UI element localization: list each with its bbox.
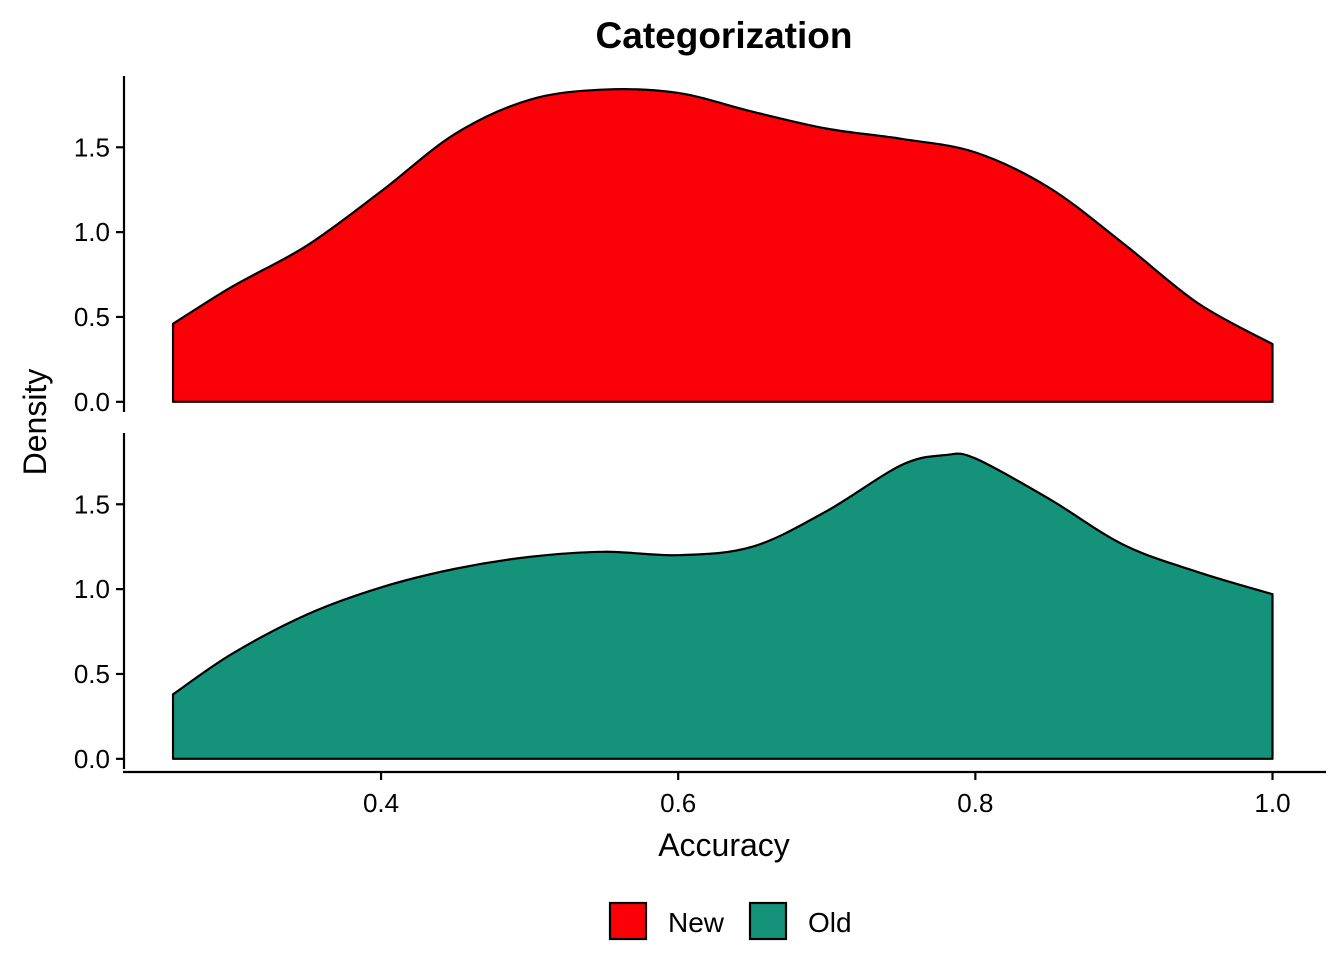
x-tick-label: 1.0 xyxy=(1254,788,1290,818)
y-axis-title: Density xyxy=(17,369,53,476)
y-tick-label: 1.0 xyxy=(74,574,110,604)
x-tick-label: 0.4 xyxy=(363,788,399,818)
x-tick-label: 0.8 xyxy=(957,788,993,818)
chart-title: Categorization xyxy=(596,15,853,56)
y-tick-label: 0.5 xyxy=(74,302,110,332)
density-area-new xyxy=(171,88,1274,403)
y-tick-label: 1.0 xyxy=(74,217,110,247)
legend-label-old: Old xyxy=(808,907,852,938)
legend-swatch-new xyxy=(608,901,648,941)
x-tick-label: 0.6 xyxy=(660,788,696,818)
y-tick-label: 1.5 xyxy=(74,132,110,162)
x-axis-title: Accuracy xyxy=(658,827,790,863)
y-tick-label: 0.0 xyxy=(74,387,110,417)
y-tick-label: 0.5 xyxy=(74,659,110,689)
facet-panel-new: 0.0 0.5 1.0 1.5 xyxy=(74,76,1274,417)
y-tick-label: 1.5 xyxy=(74,489,110,519)
y-tick-label: 0.0 xyxy=(74,744,110,774)
density-area-old xyxy=(171,452,1274,760)
legend: New Old xyxy=(608,901,852,941)
facet-panel-old: 0.0 0.5 1.0 1.5 xyxy=(74,433,1274,774)
legend-swatch-old xyxy=(748,901,788,941)
legend-label-new: New xyxy=(668,907,725,938)
